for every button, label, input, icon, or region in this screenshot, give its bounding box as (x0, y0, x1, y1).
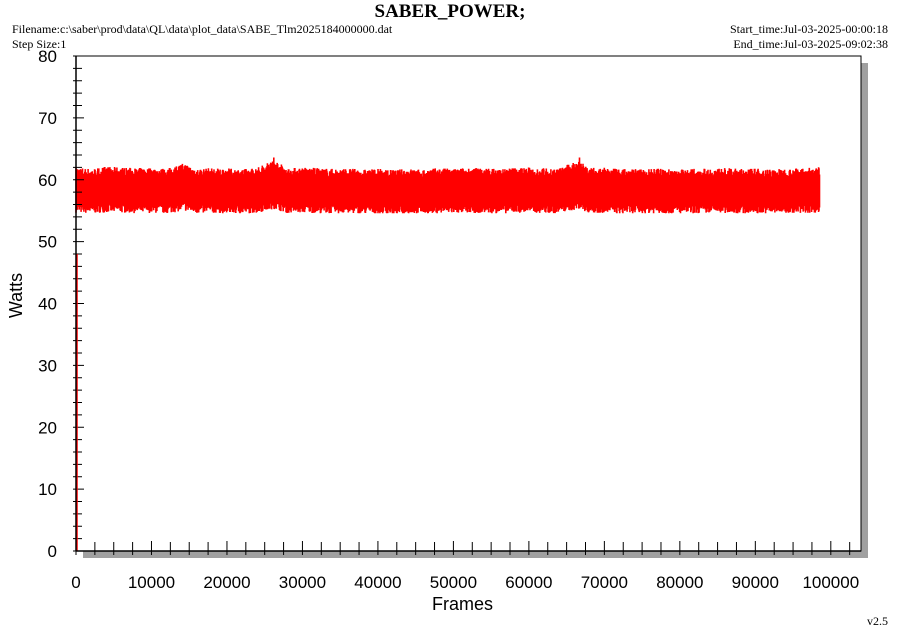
x-tick-label: 80000 (656, 573, 703, 592)
x-tick-label: 70000 (581, 573, 628, 592)
y-tick-label: 40 (38, 295, 57, 314)
x-tick-label: 100000 (802, 573, 859, 592)
ticks-layer (73, 55, 851, 555)
x-tick-label: 10000 (128, 573, 175, 592)
start-time-label: Start_time:Jul-03-2025-00:00:18 (730, 22, 888, 36)
series-power-core (75, 173, 820, 197)
x-tick-label: 90000 (732, 573, 779, 592)
chart-title: SABER_POWER; (374, 1, 526, 22)
x-tick-label: 0 (71, 573, 80, 592)
x-axis-label: Frames (432, 594, 493, 614)
y-tick-label: 50 (38, 233, 57, 252)
y-tick-label: 70 (38, 109, 57, 128)
time-info: Start_time:Jul-03-2025-00:00:18 End_time… (730, 22, 888, 52)
step-size-label: Step Size:1 (12, 37, 67, 51)
y-tick-label: 30 (38, 356, 57, 375)
x-tick-label: 50000 (430, 573, 477, 592)
y-axis-label: Watts (6, 273, 26, 318)
y-tick-label: 20 (38, 418, 57, 437)
x-tick-label: 30000 (279, 573, 326, 592)
y-tick-label: 60 (38, 171, 57, 190)
version-label: v2.5 (867, 614, 888, 628)
x-tick-label: 60000 (505, 573, 552, 592)
y-tick-label: 80 (38, 47, 57, 66)
plot-area (75, 55, 862, 552)
x-tick-label: 20000 (203, 573, 250, 592)
series-layer (75, 157, 821, 214)
tick-labels-layer: 0 10 20 30 40 50 60 70 80 0 10000 20000 30000 40000 50… (38, 47, 859, 592)
end-time-label: End_time:Jul-03-2025-09:02:38 (733, 37, 888, 51)
y-tick-label: 0 (48, 542, 57, 561)
filename-label: Filename:c:\saber\prod\data\QL\data\plot… (12, 22, 393, 36)
y-tick-label: 10 (38, 480, 57, 499)
file-info: Filename:c:\saber\prod\data\QL\data\plot… (12, 22, 392, 52)
x-tick-label: 40000 (354, 573, 401, 592)
